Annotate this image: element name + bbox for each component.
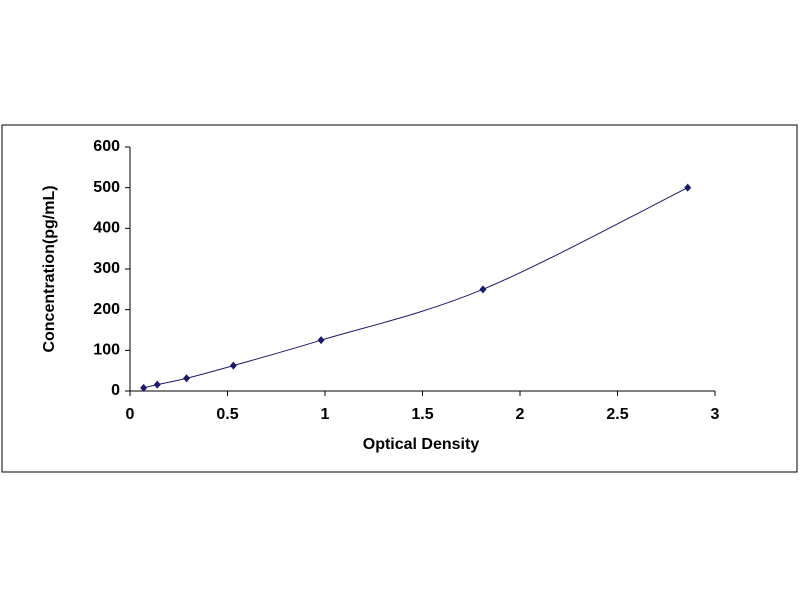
x-tick-label: 2.5 [606,406,628,423]
x-tick-label: 1 [321,406,330,423]
data-point [140,383,148,392]
x-tick-label: 0 [126,406,135,423]
y-axis-label: Concentration(pg/mL) [41,185,58,352]
y-tick-label: 100 [93,342,120,359]
data-point [684,183,692,192]
data-point [479,285,487,294]
x-tick-label: 1.5 [411,406,433,423]
data-point [183,374,191,383]
y-tick-label: 300 [93,260,120,277]
y-tick-label: 0 [111,382,120,399]
y-tick-label: 400 [93,220,120,237]
x-tick-label: 0.5 [216,406,238,423]
data-point [317,336,325,345]
fit-line [143,187,688,389]
x-axis-label: Optical Density [363,436,480,453]
y-tick-label: 200 [93,301,120,318]
x-tick-label: 3 [711,406,720,423]
x-tick-label: 2 [516,406,525,423]
data-point [153,380,161,389]
y-tick-label: 500 [93,179,120,196]
chart-frame [1,124,798,473]
data-point [229,361,237,370]
y-tick-label: 600 [93,138,120,155]
